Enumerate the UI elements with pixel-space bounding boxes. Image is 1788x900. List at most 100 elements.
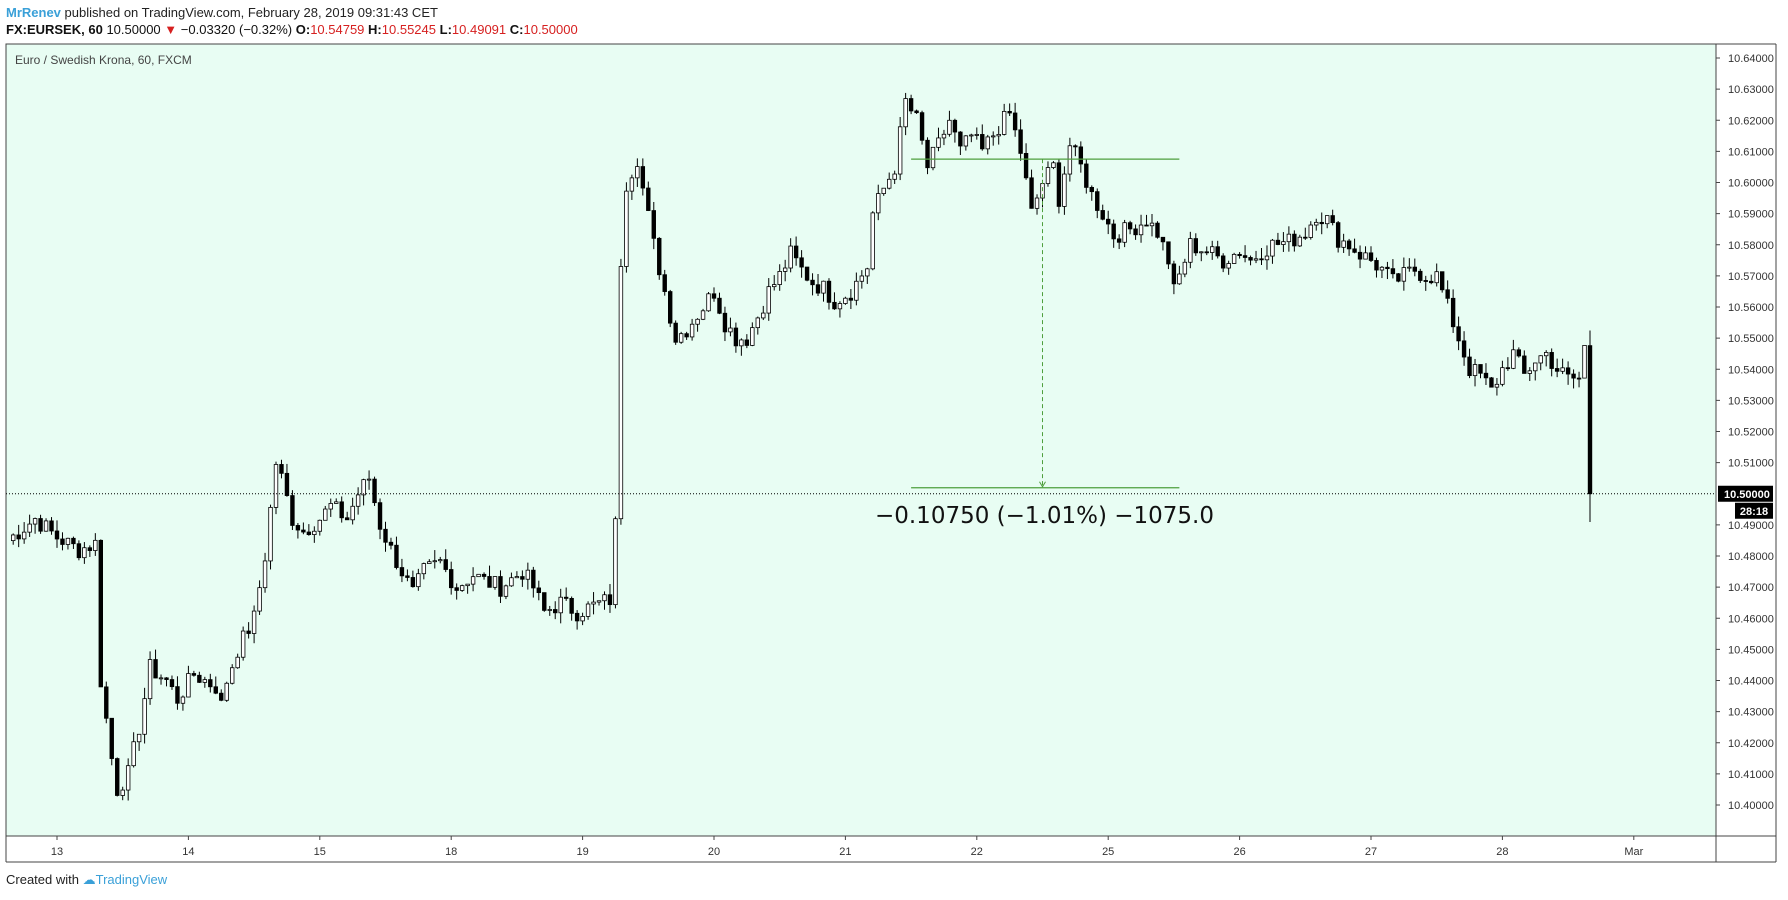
price-tick-label: 10.61000 (1728, 146, 1774, 158)
candle-body (240, 630, 246, 658)
candle-body (1012, 112, 1018, 131)
candle-body (925, 139, 930, 169)
candle-body (158, 677, 164, 680)
candle-body (520, 576, 525, 580)
candle-body (936, 137, 941, 148)
candle-body (1264, 255, 1270, 261)
price-tick-label: 10.56000 (1728, 302, 1774, 314)
candle-body (563, 596, 569, 599)
candle-body (804, 266, 810, 281)
candle-body (1056, 162, 1062, 207)
chart-title: Euro / Swedish Krona, 60, FXCM (15, 53, 192, 67)
candle-body (1445, 289, 1450, 299)
candle-body (1248, 257, 1253, 261)
tradingview-link[interactable]: TradingView (95, 872, 168, 887)
measurement-tool[interactable]: 10.50000 28:18 −0.10750 (−1.01%) −1075.0 (6, 158, 1773, 529)
candle-body (914, 110, 919, 114)
price-tick-label: 10.60000 (1728, 178, 1774, 190)
candle-body (208, 679, 213, 688)
candle-body (1095, 191, 1100, 211)
candle-body (202, 679, 208, 683)
candle-body (602, 594, 607, 602)
time-tick-label: 28 (1496, 846, 1508, 858)
candle-body (1374, 260, 1379, 271)
candle-body (624, 190, 629, 267)
candle-body (892, 173, 897, 180)
candle-body (1253, 258, 1259, 261)
candle-body (10, 534, 16, 542)
candle-body (1138, 224, 1144, 236)
candle-body (43, 520, 49, 532)
countdown-badge (1735, 502, 1773, 519)
candle-body (1007, 111, 1012, 114)
candle-body (115, 758, 120, 796)
candle-body (870, 212, 875, 270)
candle-body (952, 119, 958, 133)
price-tick-label: 10.63000 (1728, 84, 1774, 96)
candle-body (668, 291, 673, 324)
candle-body (810, 279, 815, 286)
candle-body (569, 597, 574, 614)
candle-body (1133, 228, 1138, 236)
candle-body (175, 686, 180, 704)
candle-body (1078, 146, 1084, 165)
candle-body (591, 601, 596, 605)
candle-body (153, 659, 158, 679)
tradingview-logo-icon[interactable]: ☁ (82, 872, 96, 887)
candle-body (815, 284, 821, 294)
price-tick-label: 10.43000 (1728, 707, 1774, 719)
candle-body (191, 673, 197, 676)
time-tick-label: 26 (1233, 846, 1245, 858)
candle-body (1084, 163, 1089, 188)
current-price-badge (1718, 485, 1773, 502)
publish-line: MrRenev published on TradingView.com, Fe… (6, 4, 1776, 21)
candle-body (454, 587, 459, 591)
price-axis[interactable]: 10.40000 10.41000 10.42000 10.43000 10.44000… (1716, 53, 1774, 812)
time-tick-label: 27 (1365, 846, 1377, 858)
open-value: 10.54759 (310, 22, 365, 37)
candle-body (547, 609, 552, 611)
candle-body (38, 518, 43, 532)
candle-body (826, 280, 832, 303)
candle-body (1122, 222, 1127, 243)
candle-body (728, 327, 733, 333)
candle-body (492, 576, 498, 588)
candle-body (1494, 383, 1500, 388)
candle-body (82, 547, 87, 559)
candle-body (229, 667, 235, 684)
candle-body (284, 472, 290, 496)
candle-body (1220, 255, 1226, 269)
candle-body (372, 478, 377, 504)
candle-body (733, 327, 739, 347)
candle-body (93, 539, 98, 551)
candle-body (459, 585, 465, 591)
time-tick-label: 22 (971, 846, 983, 858)
candle-body (1067, 145, 1073, 175)
candle-body (1237, 253, 1242, 257)
down-arrow-icon: ▼ (164, 22, 178, 37)
candle-body (717, 297, 722, 314)
candle-body (678, 333, 684, 343)
time-tick-label: 20 (708, 846, 720, 858)
candle-body (897, 126, 903, 175)
author-link[interactable]: MrRenev (6, 5, 61, 20)
candle-body (1029, 177, 1034, 209)
time-tick-label: 14 (182, 846, 194, 858)
candle-body (761, 312, 766, 319)
candle-body (1182, 261, 1188, 275)
candle-body (1023, 153, 1029, 179)
candle-body (854, 280, 859, 301)
candle-body (1522, 355, 1527, 374)
candle-body (1045, 167, 1051, 184)
candle-body (197, 674, 202, 683)
candle-body (1018, 129, 1023, 154)
candle-body (257, 587, 262, 612)
candle-body (1489, 377, 1494, 388)
candle-body (525, 569, 531, 580)
low-label: L: (439, 22, 452, 37)
candle-body (366, 478, 372, 481)
candle-body (1516, 349, 1522, 357)
candle-body (344, 517, 350, 521)
time-axis[interactable]: 13 14 15 18 19 20 21 22 25 26 27 28 Mar (51, 836, 1644, 858)
